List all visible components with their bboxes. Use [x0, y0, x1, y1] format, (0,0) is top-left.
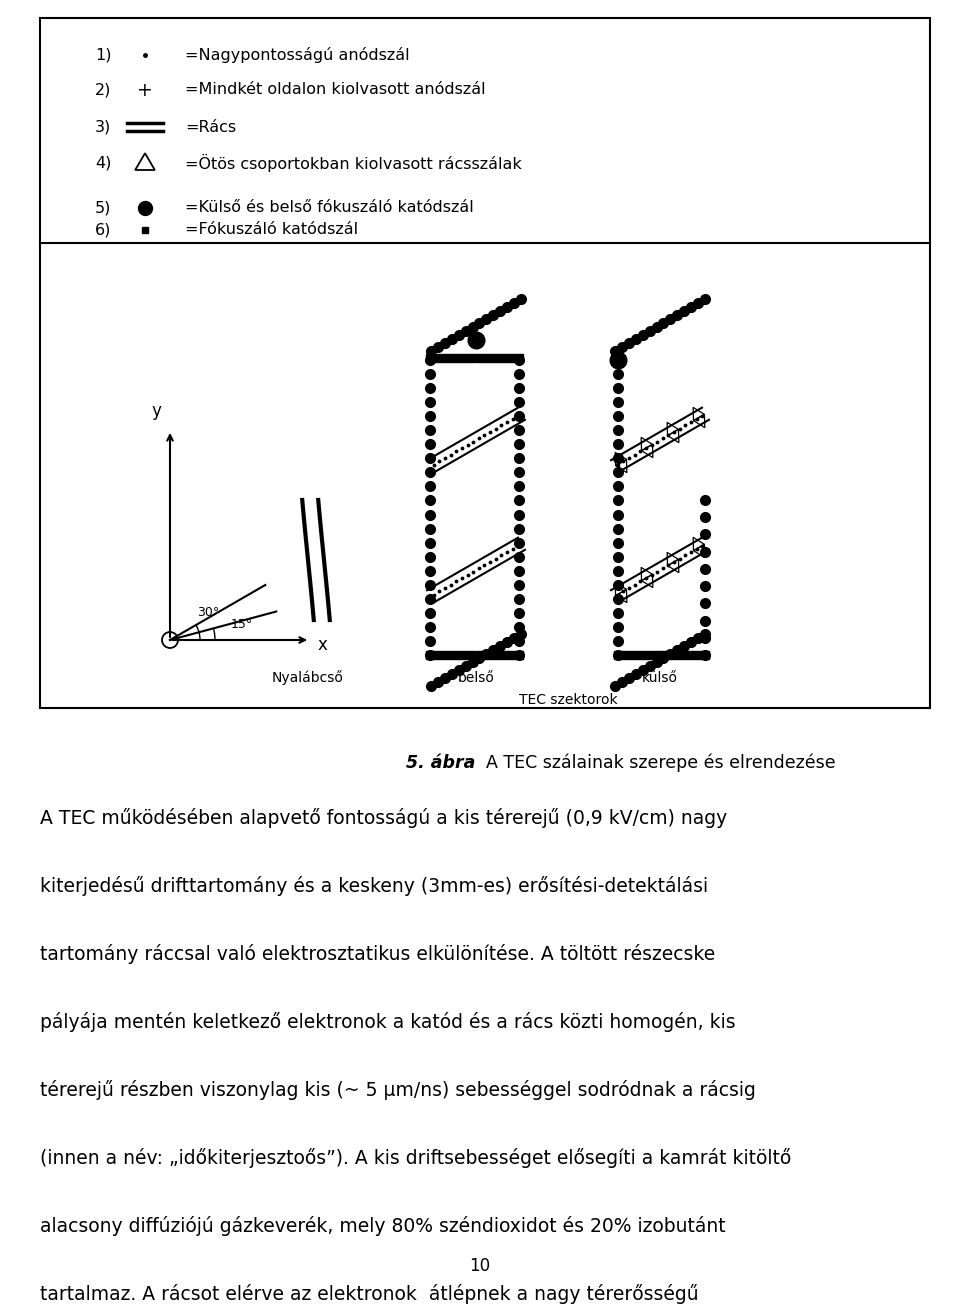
Text: 10: 10 — [469, 1257, 491, 1275]
Text: (innen a név: „időkiterjesztoős”). A kis driftsebességet elősegíti a kamrát kitö: (innen a név: „időkiterjesztoős”). A kis… — [40, 1148, 791, 1168]
Text: A TEC szálainak szerepe és elrendezése: A TEC szálainak szerepe és elrendezése — [475, 754, 835, 772]
Text: A TEC működésében alapvető fontosságú a kis térerejű (0,9 kV/cm) nagy: A TEC működésében alapvető fontosságú a … — [40, 808, 728, 828]
Text: TEC szektorok: TEC szektorok — [518, 692, 617, 707]
Text: 4): 4) — [95, 155, 111, 171]
Text: 5. ábra: 5. ábra — [406, 754, 475, 772]
Text: tartomány ráccsal való elektrosztatikus elkülönítése. A töltött részecske: tartomány ráccsal való elektrosztatikus … — [40, 944, 715, 964]
Text: Nyalábcső: Nyalábcső — [272, 670, 344, 686]
Text: 2): 2) — [95, 82, 111, 98]
Text: =Ötös csoportokban kiolvasott rácsszálak: =Ötös csoportokban kiolvasott rácsszálak — [185, 154, 521, 172]
Text: x: x — [318, 636, 328, 655]
Text: pályája mentén keletkező elektronok a katód és a rács közti homogén, kis: pályája mentén keletkező elektronok a ka… — [40, 1012, 735, 1031]
Text: 1): 1) — [95, 47, 111, 63]
Text: =Fókuszáló katódszál: =Fókuszáló katódszál — [185, 223, 358, 237]
Text: tartalmaz. A rácsot elérve az elektronok  átlépnek a nagy térerősségű: tartalmaz. A rácsot elérve az elektronok… — [40, 1284, 699, 1304]
Text: 3): 3) — [95, 120, 111, 134]
Text: alacsony diffúziójú gázkeverék, mely 80% széndioxidot és 20% izobutánt: alacsony diffúziójú gázkeverék, mely 80%… — [40, 1217, 726, 1236]
Text: +: + — [137, 81, 153, 99]
Text: =Nagypontosságú anódszál: =Nagypontosságú anódszál — [185, 47, 410, 63]
Text: belső: belső — [458, 672, 494, 685]
Text: 30°: 30° — [197, 605, 219, 618]
Text: kiterjedésű drifttartomány és a keskeny (3mm-es) erősítési-detektálási: kiterjedésű drifttartomány és a keskeny … — [40, 876, 708, 896]
Text: =Külső és belső fókuszáló katódszál: =Külső és belső fókuszáló katódszál — [185, 201, 473, 215]
Text: =Rács: =Rács — [185, 120, 236, 134]
Text: =Mindkét oldalon kiolvasott anódszál: =Mindkét oldalon kiolvasott anódszál — [185, 82, 486, 98]
Bar — [40, 18, 930, 708]
Text: 15°: 15° — [230, 618, 253, 631]
Text: y: y — [151, 402, 161, 420]
Text: térerejű részben viszonylag kis (~ 5 μm/ns) sebességgel sodródnak a rácsig: térerejű részben viszonylag kis (~ 5 μm/… — [40, 1080, 756, 1101]
Text: 6): 6) — [95, 223, 111, 237]
Text: 5): 5) — [95, 201, 111, 215]
Text: külső: külső — [642, 672, 678, 685]
